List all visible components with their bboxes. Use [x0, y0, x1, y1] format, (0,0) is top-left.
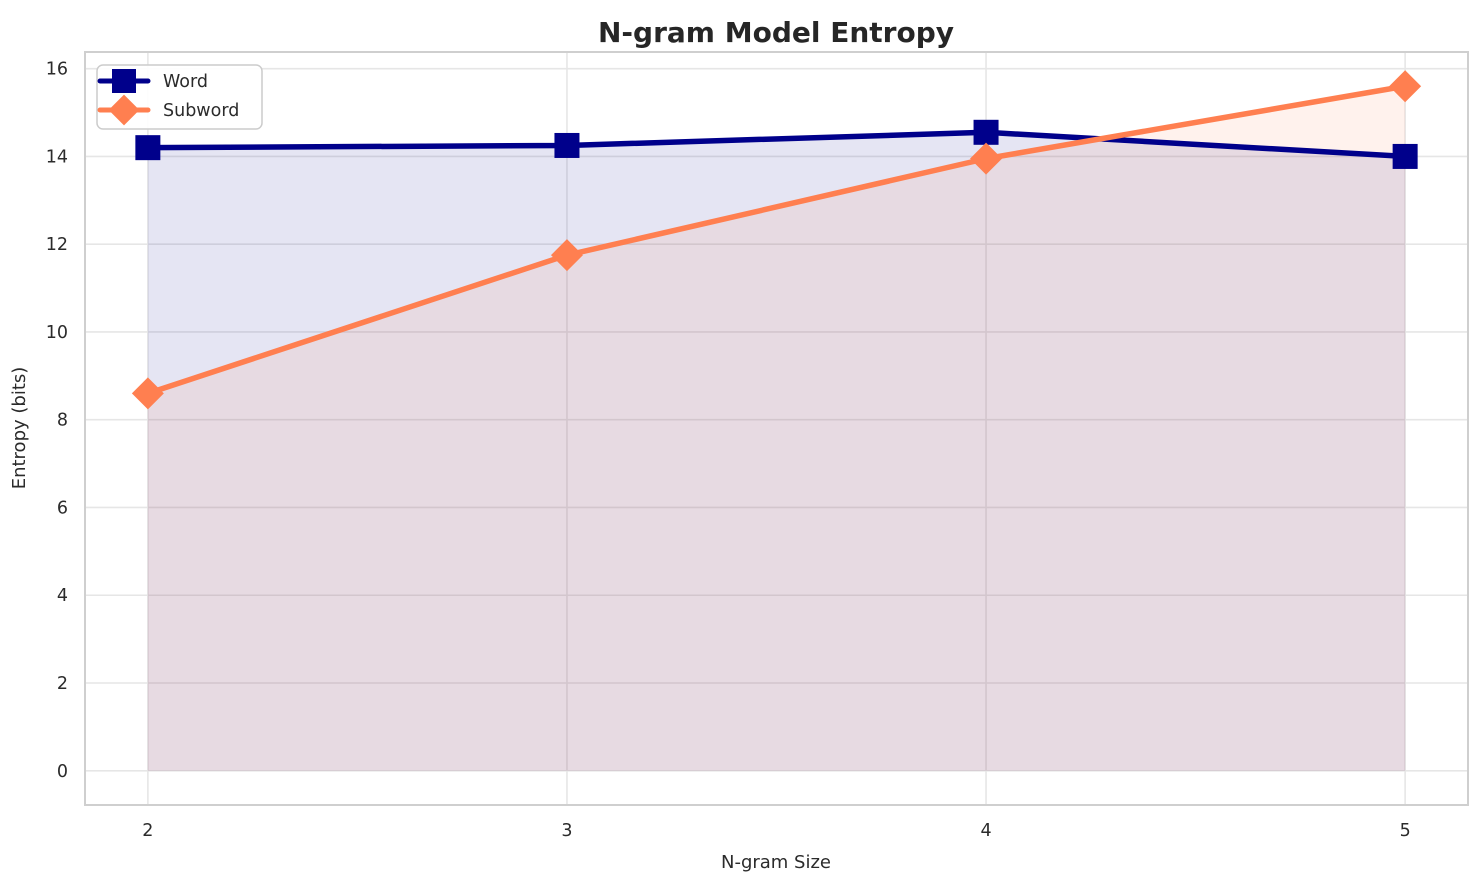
legend-diamond-marker	[108, 94, 140, 126]
y-tick-label-0: 0	[57, 762, 68, 782]
subword-line	[145, 83, 1408, 397]
y-tick-label-14: 14	[46, 147, 68, 167]
legend: Word Subword	[96, 64, 263, 130]
legend-label: Subword	[163, 101, 239, 121]
legend-label: Word	[163, 72, 208, 92]
plot-frame	[84, 51, 1469, 806]
y-tick-label-4: 4	[57, 586, 68, 606]
subword-area-fill	[147, 86, 1406, 771]
subword-marker-x5	[1389, 70, 1422, 103]
y-tick-label-10: 10	[46, 323, 68, 343]
y-tick-label-16: 16	[46, 60, 68, 80]
x-tick-label-2: 2	[142, 821, 153, 841]
word-line	[145, 129, 1408, 160]
y-tick-label-8: 8	[57, 411, 68, 431]
x-axis-label: N-gram Size	[721, 852, 831, 873]
legend-square-marker	[112, 69, 136, 93]
y-tick-label-2: 2	[57, 674, 68, 694]
y-tick-label-12: 12	[46, 235, 68, 255]
subword-marker-x2	[131, 377, 164, 410]
plot-area: 0 2 4 6 8 10 12 14 16 2 3 4 5	[46, 51, 1469, 841]
word-marker-x4	[973, 119, 999, 145]
y-tick-label-6: 6	[57, 498, 68, 518]
subword-marker-x3	[550, 239, 583, 272]
x-tick-label-4: 4	[980, 821, 991, 841]
word-marker-x3	[554, 132, 580, 158]
word-marker-x2	[135, 135, 161, 161]
x-tick-label-5: 5	[1400, 821, 1411, 841]
legend-item-subword: Subword	[97, 94, 239, 126]
legend-item-word: Word	[97, 69, 208, 93]
x-tick-label-3: 3	[561, 821, 572, 841]
chart-title: N-gram Model Entropy	[598, 16, 954, 49]
word-marker-x5	[1392, 143, 1418, 169]
subword-marker-x4	[970, 142, 1003, 175]
y-axis-label: Entropy (bits)	[9, 367, 30, 490]
